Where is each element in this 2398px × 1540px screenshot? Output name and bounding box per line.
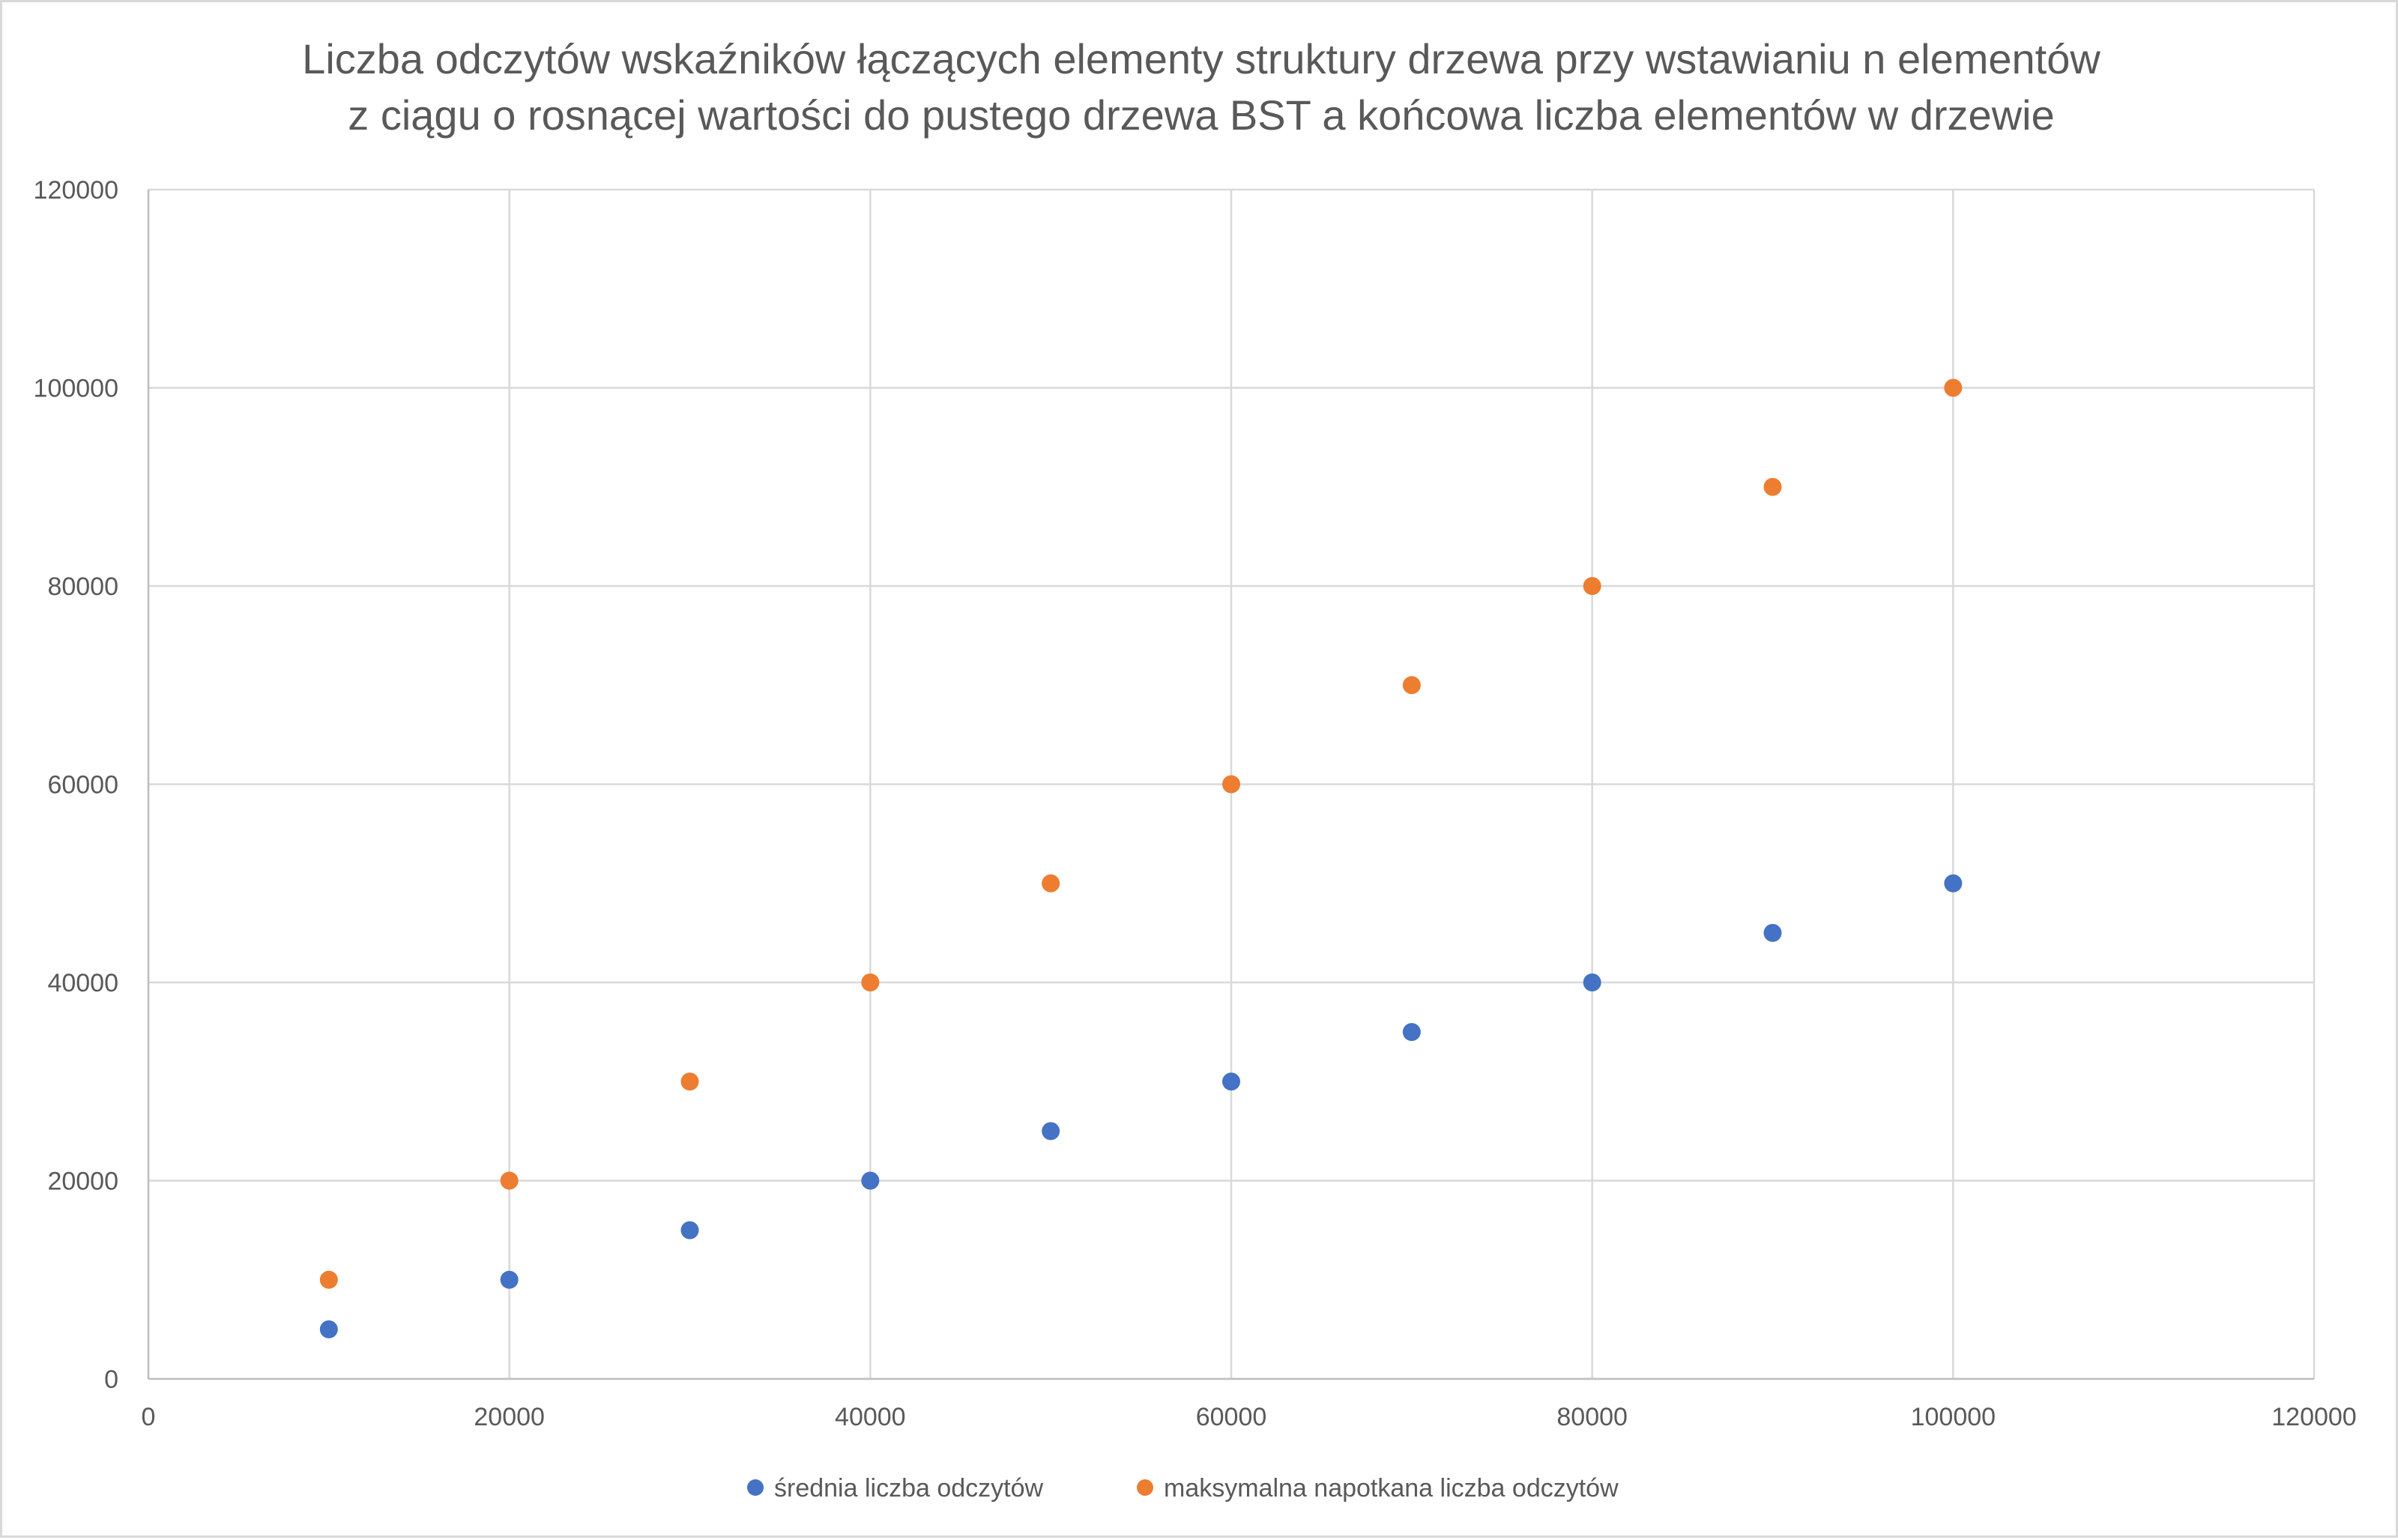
- chart-title-line-1: Liczba odczytów wskaźników łączących ele…: [302, 35, 2100, 82]
- axes: [147, 190, 2314, 1380]
- data-point-series-1: [500, 1270, 519, 1289]
- data-point-series-1: [861, 1171, 880, 1190]
- x-tick-label: 100000: [1911, 1403, 1996, 1431]
- data-point-series-1: [1763, 923, 1782, 942]
- x-tick-label: 80000: [1556, 1403, 1628, 1431]
- x-tick-label: 120000: [2271, 1403, 2356, 1431]
- data-points: [319, 378, 1963, 1338]
- data-point-series-1: [1583, 973, 1601, 991]
- data-point-series-1: [1222, 1072, 1240, 1091]
- gridlines: [147, 188, 2316, 1380]
- legend-item-series-1: średnia liczba odczytów: [747, 1474, 1044, 1503]
- data-point-series-2: [500, 1171, 519, 1190]
- legend-marker: [747, 1479, 764, 1496]
- legend-label: maksymalna napotkana liczba odczytów: [1164, 1474, 1619, 1503]
- y-tick-label: 100000: [34, 375, 118, 403]
- data-point-series-1: [319, 1320, 338, 1338]
- legend-label: średnia liczba odczytów: [774, 1474, 1044, 1503]
- data-point-series-2: [1583, 577, 1601, 595]
- x-tick-label: 0: [142, 1403, 156, 1431]
- y-tick-label: 60000: [47, 771, 118, 800]
- y-tick-label: 120000: [34, 176, 118, 205]
- x-tick-label: 60000: [1196, 1403, 1267, 1431]
- data-point-series-2: [319, 1270, 338, 1289]
- chart-title: Liczba odczytów wskaźników łączących ele…: [302, 35, 2100, 139]
- data-point-series-2: [1763, 477, 1782, 496]
- data-point-series-2: [1042, 874, 1060, 893]
- data-point-series-2: [861, 973, 880, 991]
- legend: średnia liczba odczytów maksymalna napotk…: [747, 1474, 1619, 1503]
- y-tick-label: 40000: [47, 969, 118, 997]
- x-tick-label: 20000: [474, 1403, 545, 1431]
- legend-item-series-2: maksymalna napotkana liczba odczytów: [1137, 1474, 1619, 1503]
- data-point-series-1: [1402, 1023, 1421, 1042]
- x-tick-label: 40000: [835, 1403, 906, 1431]
- data-point-series-2: [1944, 378, 1963, 397]
- x-axis-tick-labels: 0 20000 40000 60000 80000 100000 120000: [142, 1403, 2357, 1431]
- data-point-series-1: [1944, 874, 1963, 893]
- data-point-series-2: [1222, 775, 1240, 794]
- legend-marker: [1137, 1479, 1153, 1496]
- y-tick-label: 0: [104, 1365, 118, 1394]
- data-point-series-2: [680, 1072, 699, 1091]
- data-point-series-1: [680, 1221, 699, 1239]
- y-axis-tick-labels: 0 20000 40000 60000 80000 100000 120000: [34, 176, 118, 1394]
- data-point-series-1: [1042, 1122, 1060, 1141]
- data-point-series-2: [1402, 676, 1421, 695]
- chart-title-line-2: z ciągu o rosnącej wartości do pustego d…: [348, 91, 2054, 139]
- y-tick-label: 20000: [47, 1168, 118, 1196]
- y-tick-label: 80000: [47, 573, 118, 601]
